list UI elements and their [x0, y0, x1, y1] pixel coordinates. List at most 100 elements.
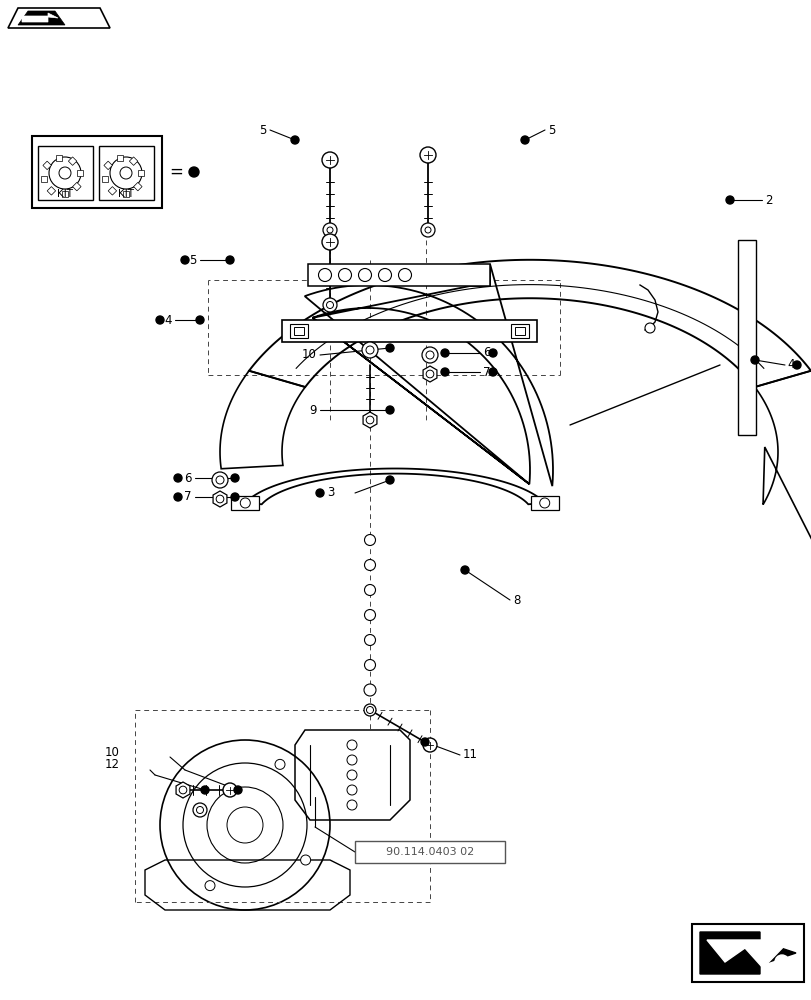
Circle shape — [385, 406, 393, 414]
Circle shape — [338, 268, 351, 282]
Circle shape — [426, 351, 433, 359]
Bar — [43, 161, 51, 170]
Text: 2: 2 — [764, 194, 771, 207]
Text: KIT: KIT — [57, 189, 73, 199]
Circle shape — [216, 495, 224, 503]
Circle shape — [156, 316, 164, 324]
Circle shape — [420, 738, 428, 746]
Circle shape — [193, 803, 207, 817]
Circle shape — [346, 755, 357, 765]
Circle shape — [424, 227, 431, 233]
Circle shape — [212, 472, 228, 488]
Bar — [129, 157, 138, 165]
Bar — [290, 324, 307, 338]
Bar — [354, 841, 504, 863]
Polygon shape — [8, 8, 109, 28]
Text: 6: 6 — [184, 472, 191, 485]
Circle shape — [422, 347, 437, 363]
Circle shape — [725, 196, 733, 204]
Circle shape — [182, 763, 307, 887]
Polygon shape — [22, 13, 58, 22]
Circle shape — [750, 356, 758, 364]
Circle shape — [792, 361, 800, 369]
Circle shape — [174, 493, 182, 501]
Circle shape — [419, 147, 436, 163]
Circle shape — [461, 566, 469, 574]
Bar — [104, 161, 112, 170]
Text: KIT: KIT — [118, 189, 134, 199]
Circle shape — [364, 534, 375, 546]
Circle shape — [109, 157, 142, 189]
Bar — [77, 170, 83, 176]
Polygon shape — [699, 932, 795, 974]
Circle shape — [364, 634, 375, 646]
Polygon shape — [706, 940, 789, 968]
Polygon shape — [18, 11, 65, 25]
Circle shape — [364, 609, 375, 620]
Text: 10: 10 — [105, 745, 120, 758]
Circle shape — [216, 476, 224, 484]
Text: 5: 5 — [260, 124, 267, 137]
Circle shape — [346, 800, 357, 810]
Circle shape — [179, 785, 189, 795]
Text: 4: 4 — [165, 314, 172, 326]
Circle shape — [539, 498, 549, 508]
Circle shape — [364, 660, 375, 670]
Circle shape — [521, 136, 528, 144]
Circle shape — [323, 298, 337, 312]
Bar — [99, 146, 154, 200]
Circle shape — [488, 368, 496, 376]
Circle shape — [195, 316, 204, 324]
Circle shape — [385, 476, 393, 484]
Circle shape — [398, 268, 411, 282]
Text: 7: 7 — [184, 490, 191, 504]
Circle shape — [362, 342, 378, 358]
Circle shape — [120, 167, 132, 179]
Bar — [122, 191, 129, 197]
Circle shape — [230, 493, 238, 501]
Bar — [102, 176, 108, 182]
Circle shape — [364, 584, 375, 595]
Circle shape — [366, 416, 373, 424]
Circle shape — [363, 684, 375, 696]
Text: 90.114.0403 02: 90.114.0403 02 — [385, 847, 474, 857]
Text: 9: 9 — [309, 403, 316, 416]
Circle shape — [225, 256, 234, 264]
Bar — [514, 327, 525, 335]
Bar — [41, 176, 47, 182]
Circle shape — [327, 227, 333, 233]
Circle shape — [322, 234, 337, 250]
Circle shape — [378, 268, 391, 282]
Bar — [530, 496, 558, 510]
Circle shape — [207, 787, 283, 863]
Polygon shape — [363, 412, 376, 428]
Polygon shape — [176, 782, 190, 798]
Circle shape — [363, 704, 375, 716]
Circle shape — [323, 223, 337, 237]
Circle shape — [440, 349, 448, 357]
Bar — [62, 191, 68, 197]
Text: 6: 6 — [483, 347, 490, 360]
Polygon shape — [423, 366, 436, 382]
Bar — [294, 327, 303, 335]
Bar — [231, 496, 259, 510]
Circle shape — [240, 498, 250, 508]
Circle shape — [223, 783, 237, 797]
Circle shape — [160, 740, 329, 910]
Circle shape — [196, 806, 204, 813]
Text: 7: 7 — [483, 365, 490, 378]
Circle shape — [234, 786, 242, 794]
Circle shape — [179, 786, 187, 794]
Circle shape — [423, 738, 436, 752]
Text: 5: 5 — [547, 124, 555, 137]
Circle shape — [201, 786, 208, 794]
Text: 4: 4 — [786, 359, 793, 371]
Bar — [307, 264, 489, 286]
Text: 5: 5 — [190, 253, 197, 266]
Circle shape — [275, 759, 285, 769]
Text: 10: 10 — [302, 349, 316, 361]
Circle shape — [644, 323, 654, 333]
Bar — [47, 187, 56, 195]
Circle shape — [420, 223, 435, 237]
Polygon shape — [212, 491, 226, 507]
